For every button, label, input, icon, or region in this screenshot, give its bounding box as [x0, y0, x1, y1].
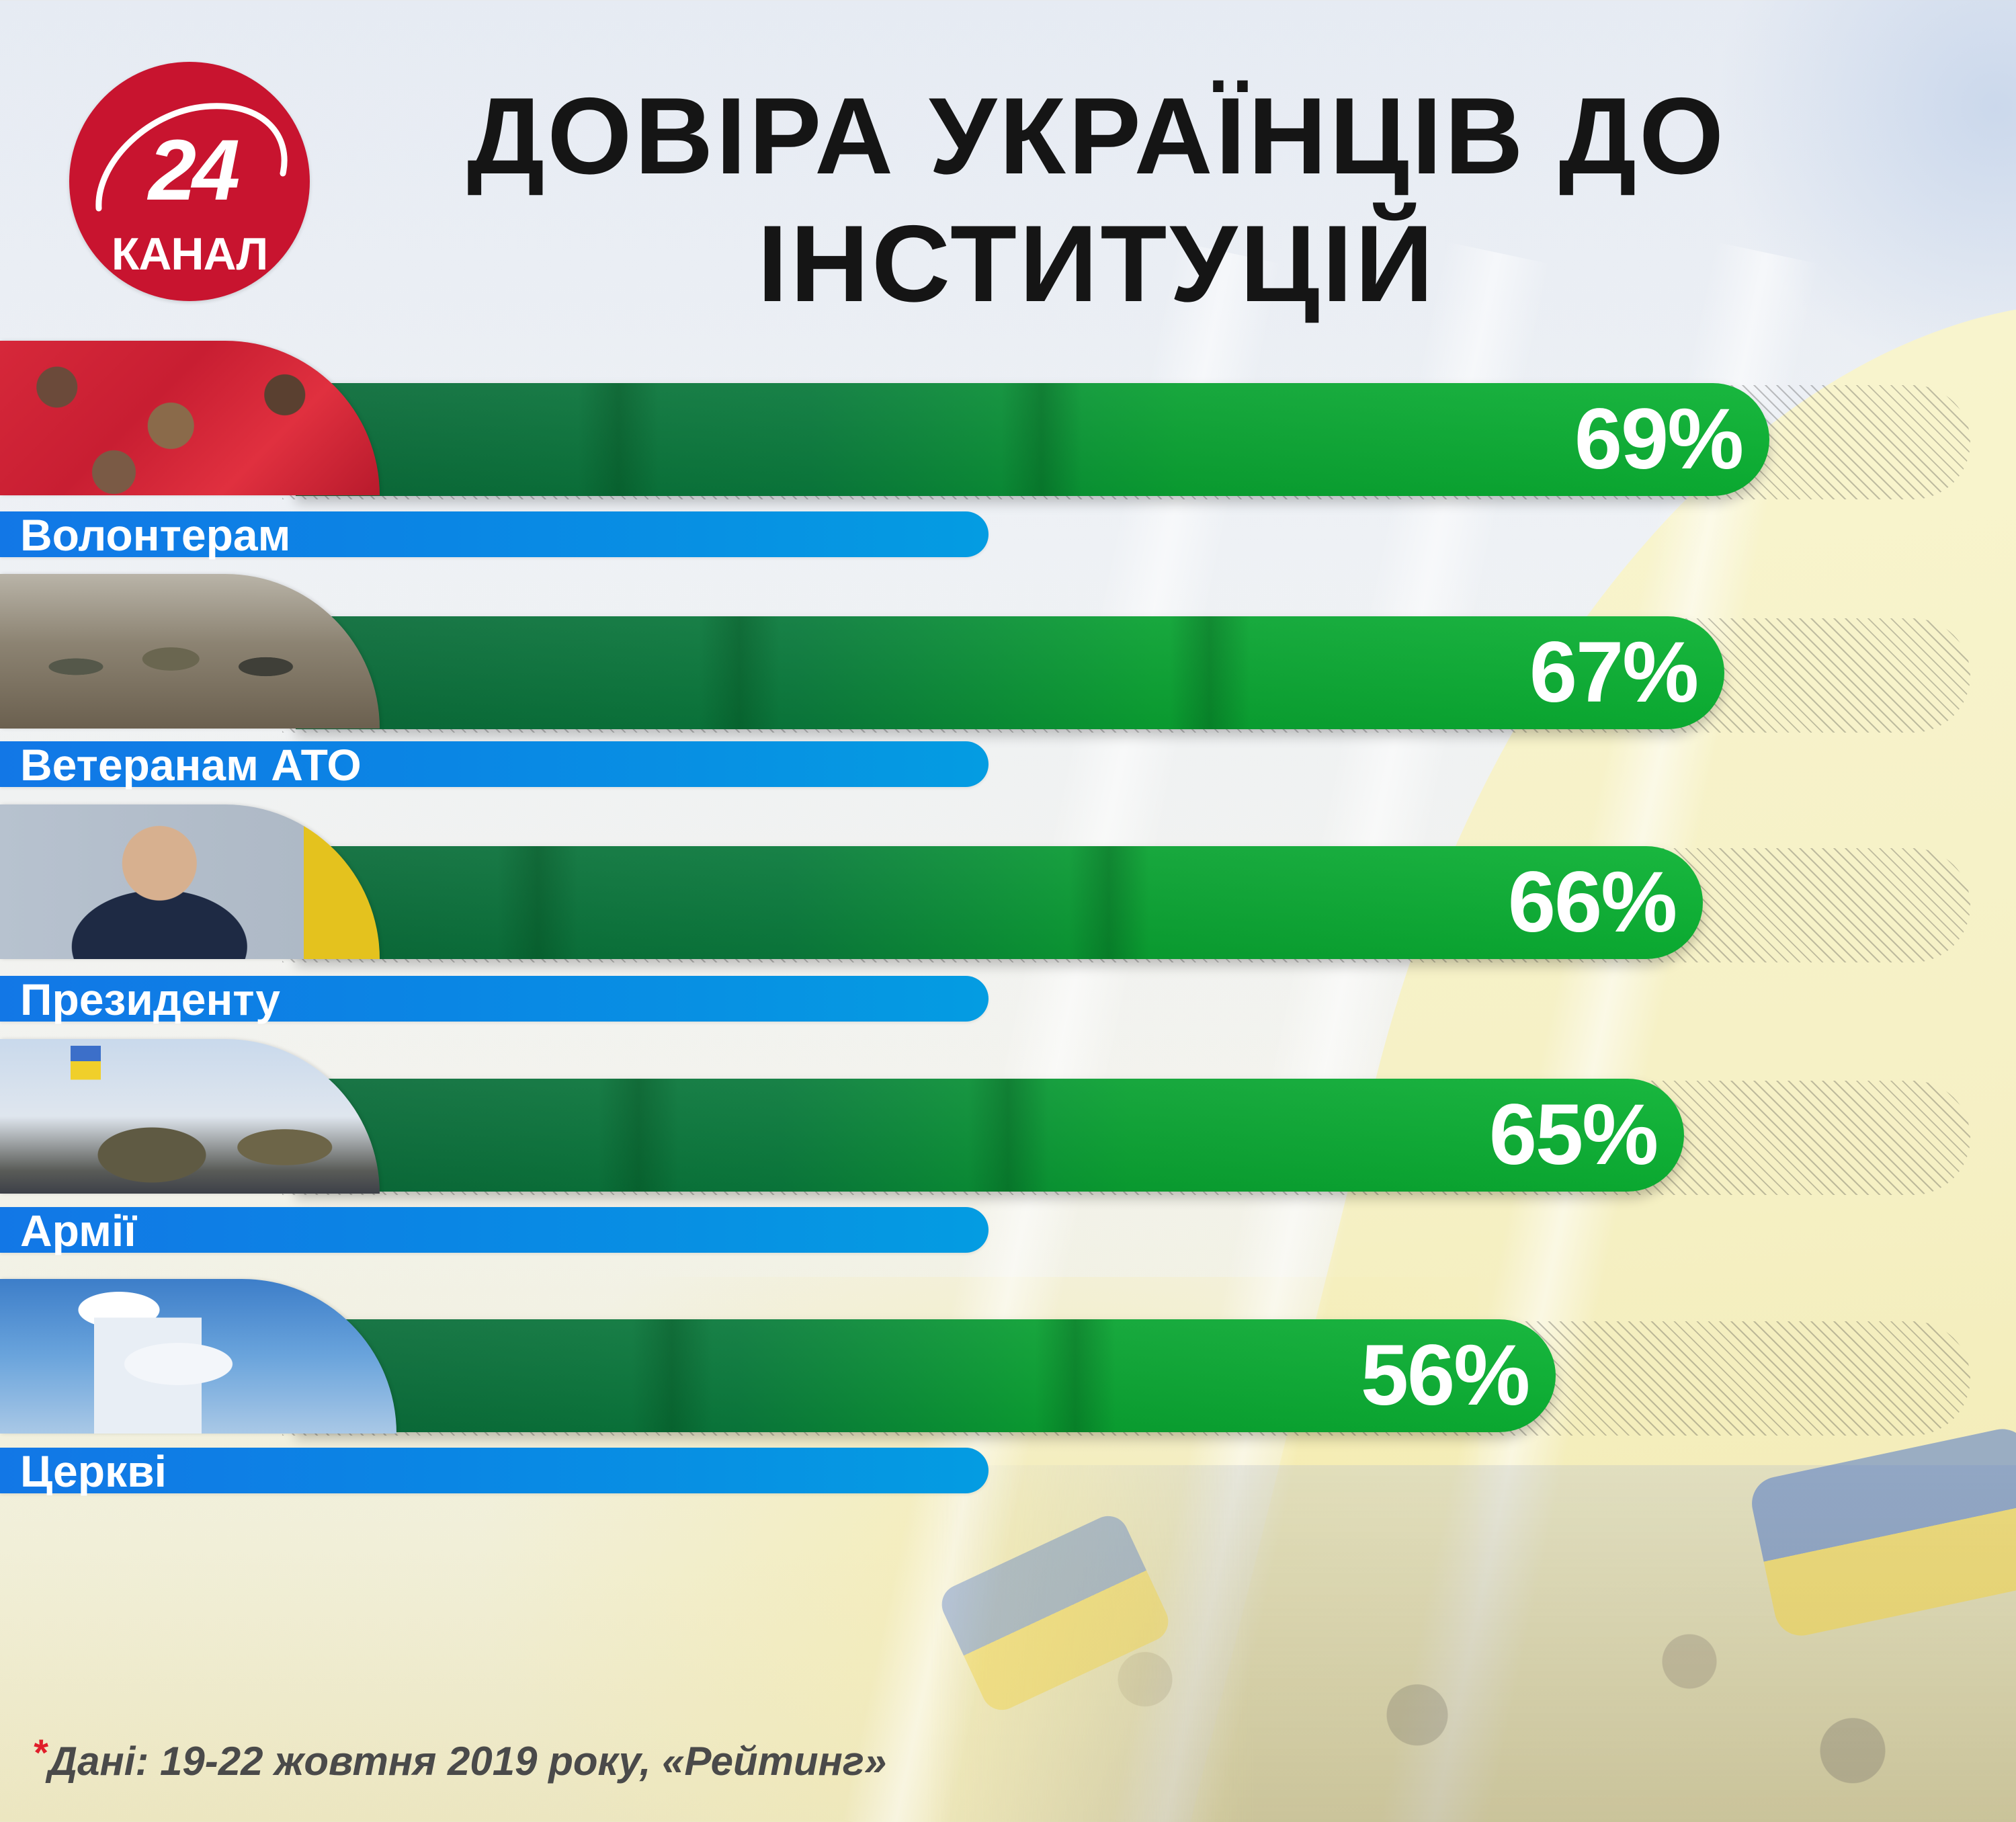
footnote-asterisk: *: [32, 1731, 47, 1774]
category-label: Ветеранам АТО: [20, 740, 362, 790]
veterans-photo: [0, 574, 380, 729]
category-label: Армії: [20, 1206, 136, 1255]
value-bar: 56%: [296, 1319, 1556, 1432]
bar-fold: [968, 1079, 1048, 1192]
church-photo: [0, 1279, 396, 1434]
president-photo: [0, 804, 380, 959]
logo-number: 24: [148, 122, 240, 218]
category-label-bar: Волонтерам: [0, 510, 989, 560]
bar-fold: [497, 846, 578, 959]
category-label-bar: Армії: [0, 1206, 989, 1255]
logo-word: КАНАЛ: [111, 229, 268, 280]
background-ukrainian-flag: [1747, 1423, 2016, 1641]
page-title: ДОВІРА УКРАЇНЦІВ ДО ІНСТИТУЦІЙ: [0, 73, 2016, 328]
logo-swoosh-icon: [95, 103, 288, 212]
category-label: Волонтерам: [20, 510, 291, 560]
category-label-bar: Церкві: [0, 1446, 989, 1496]
channel-24-logo: 24 КАНАЛ: [69, 62, 310, 301]
title-line-1: ДОВІРА УКРАЇНЦІВ ДО: [466, 75, 1727, 197]
bar-fold: [632, 1319, 712, 1432]
bar-value: 67%: [1529, 624, 1699, 720]
background-crowd-photo: [927, 1465, 2016, 1822]
bar-value: 65%: [1488, 1087, 1658, 1183]
value-bar: 66%: [296, 846, 1703, 959]
category-label-bar: Ветеранам АТО: [0, 740, 989, 790]
source-note: *Дані: 19-22 жовтня 2019 року, «Рейтинг»: [32, 1726, 886, 1788]
bar-value: 66%: [1507, 854, 1677, 950]
army-photo: [0, 1039, 380, 1194]
bar-fold: [578, 383, 659, 496]
category-label-bar: Президенту: [0, 975, 989, 1024]
source-text: Дані: 19-22 жовтня 2019 року, «Рейтинг»: [48, 1739, 887, 1784]
bar-fold: [1169, 616, 1250, 729]
title-line-2: ІНСТИТУЦІЙ: [757, 203, 1436, 325]
bar-fold: [1035, 1319, 1116, 1432]
bar-fold: [1001, 383, 1082, 496]
bar-value: 69%: [1574, 391, 1744, 487]
value-bar: 69%: [296, 383, 1769, 496]
bar-fold: [699, 616, 780, 729]
bar-fold: [598, 1079, 679, 1192]
bar-fold: [1068, 846, 1149, 959]
value-bar: 65%: [296, 1079, 1684, 1192]
category-label: Президенту: [20, 975, 280, 1024]
bar-value: 56%: [1360, 1327, 1530, 1423]
value-bar: 67%: [296, 616, 1724, 729]
category-label: Церкві: [20, 1446, 167, 1496]
volunteers-photo: [0, 341, 380, 495]
background-ukrainian-flag: [935, 1509, 1175, 1717]
